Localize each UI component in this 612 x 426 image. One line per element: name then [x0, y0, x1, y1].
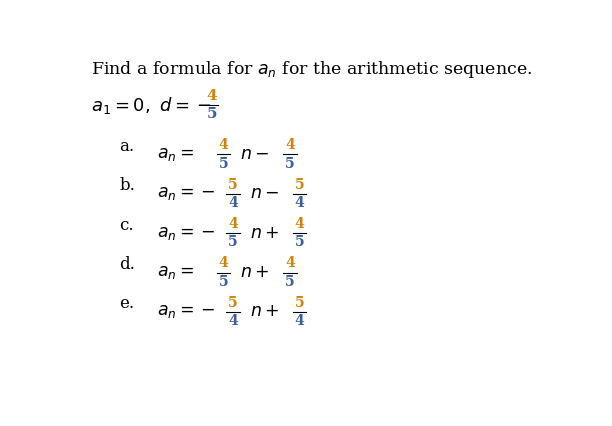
Text: $n - $: $n - $ — [250, 185, 279, 202]
Text: e.: e. — [119, 296, 134, 313]
Text: 4: 4 — [285, 138, 295, 152]
Text: $n - $: $n - $ — [240, 146, 269, 163]
Text: $a_n = $: $a_n = $ — [157, 146, 194, 163]
Text: c.: c. — [119, 217, 134, 234]
Text: 5: 5 — [294, 178, 304, 192]
Text: Find a formula for $a_n$ for the arithmetic sequence.: Find a formula for $a_n$ for the arithme… — [91, 59, 532, 81]
Text: 5: 5 — [294, 296, 304, 310]
Text: $n + $: $n + $ — [250, 303, 279, 320]
Text: 4: 4 — [218, 138, 228, 152]
Text: 4: 4 — [228, 314, 238, 328]
Text: 5: 5 — [228, 178, 238, 192]
Text: 5: 5 — [285, 275, 295, 289]
Text: d.: d. — [119, 256, 135, 273]
Text: 5: 5 — [218, 275, 228, 289]
Text: $a_n = -$: $a_n = -$ — [157, 225, 215, 242]
Text: 5: 5 — [285, 157, 295, 171]
Text: 4: 4 — [294, 314, 304, 328]
Text: $a_n = $: $a_n = $ — [157, 264, 194, 281]
Text: 4: 4 — [228, 196, 238, 210]
Text: 5: 5 — [206, 107, 217, 121]
Text: 5: 5 — [228, 235, 238, 249]
Text: $n + $: $n + $ — [240, 264, 269, 281]
Text: 5: 5 — [228, 296, 238, 310]
Text: a.: a. — [119, 138, 134, 155]
Text: 4: 4 — [218, 256, 228, 271]
Text: $a_n = -$: $a_n = -$ — [157, 185, 215, 202]
Text: 4: 4 — [228, 217, 238, 231]
Text: $n + $: $n + $ — [250, 225, 279, 242]
Text: $a_n = -$: $a_n = -$ — [157, 303, 215, 320]
Text: 4: 4 — [294, 217, 304, 231]
Text: 4: 4 — [294, 196, 304, 210]
Text: 5: 5 — [294, 235, 304, 249]
Text: $a_1 = 0,\ d = -$: $a_1 = 0,\ d = -$ — [91, 95, 211, 116]
Text: 4: 4 — [206, 89, 217, 103]
Text: 4: 4 — [285, 256, 295, 271]
Text: b.: b. — [119, 177, 135, 194]
Text: 5: 5 — [218, 157, 228, 171]
